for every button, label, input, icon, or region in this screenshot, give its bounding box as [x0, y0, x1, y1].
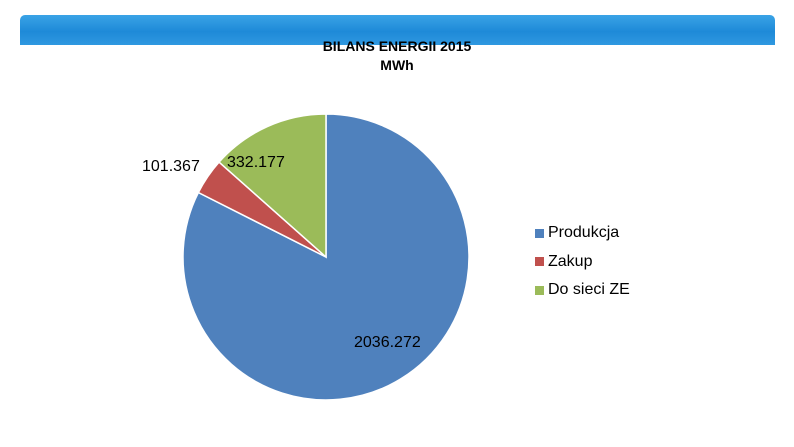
pie-slice-do-sieci-ze: [217, 113, 327, 259]
chart-title: BILANS ENERGII 2015: [322, 38, 472, 54]
data-label-do-sieci-ze: 332.177: [227, 154, 285, 171]
pie-data-labels: 2036.272 101.367 332.177: [142, 154, 421, 351]
chart-subtitle: MWh: [380, 57, 414, 73]
legend-label-produkcja: Produkcja: [548, 224, 620, 242]
legend-item-do-sieci-ze: Do sieci ZE: [535, 276, 735, 305]
legend-swatch-zakup: [535, 257, 544, 267]
pie-slice-produkcja: [182, 113, 470, 401]
legend-label-zakup: Zakup: [548, 252, 593, 270]
data-label-produkcja: 2036.272: [354, 334, 421, 351]
legend-swatch-produkcja: [535, 228, 544, 238]
legend-swatch-do-sieci-ze: [535, 285, 544, 295]
legend-item-zakup: Zakup: [535, 248, 735, 277]
legend-item-produkcja: Produkcja: [535, 219, 735, 248]
legend-label-do-sieci-ze: Do sieci ZE: [548, 281, 630, 299]
chart-title-block: BILANS ENERGII 2015 MWh: [0, 37, 794, 75]
chart-legend: Produkcja Zakup Do sieci ZE: [535, 219, 735, 305]
header-bar: [20, 15, 775, 45]
data-label-zakup: 101.367: [142, 158, 200, 175]
pie-slices: [182, 113, 470, 401]
